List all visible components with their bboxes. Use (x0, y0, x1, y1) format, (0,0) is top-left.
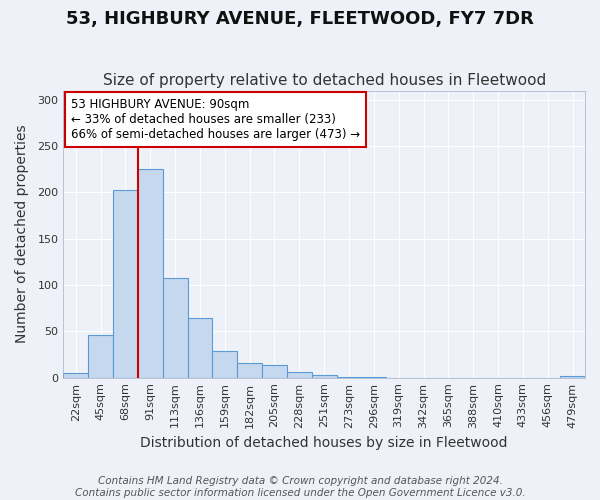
Bar (560, 376, 585, 378)
Text: Contains HM Land Registry data © Crown copyright and database right 2024.
Contai: Contains HM Land Registry data © Crown c… (74, 476, 526, 498)
Bar (237, 363, 262, 378)
Bar (287, 372, 312, 378)
Text: 53, HIGHBURY AVENUE, FLEETWOOD, FY7 7DR: 53, HIGHBURY AVENUE, FLEETWOOD, FY7 7DR (66, 10, 534, 28)
X-axis label: Distribution of detached houses by size in Fleetwood: Distribution of detached houses by size … (140, 436, 508, 450)
Y-axis label: Number of detached properties: Number of detached properties (15, 125, 29, 344)
Bar (188, 318, 212, 378)
Bar (88, 335, 113, 378)
Bar (337, 377, 361, 378)
Bar (312, 375, 337, 378)
Bar (138, 170, 163, 378)
Bar (262, 364, 287, 378)
Bar (113, 190, 138, 378)
Title: Size of property relative to detached houses in Fleetwood: Size of property relative to detached ho… (103, 73, 546, 88)
Text: 53 HIGHBURY AVENUE: 90sqm
← 33% of detached houses are smaller (233)
66% of semi: 53 HIGHBURY AVENUE: 90sqm ← 33% of detac… (71, 98, 360, 140)
Bar (361, 377, 386, 378)
Bar (64, 373, 88, 378)
Bar (163, 278, 188, 378)
Bar (212, 351, 237, 378)
